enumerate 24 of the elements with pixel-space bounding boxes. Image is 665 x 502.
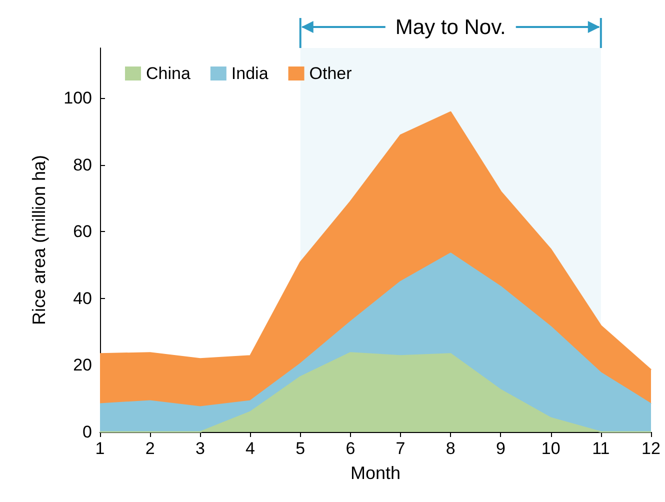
x-tick-label: 2 (145, 439, 155, 458)
x-tick-label: 12 (642, 439, 660, 458)
y-tick-label: 60 (73, 222, 92, 242)
x-tick-label: 5 (296, 439, 306, 458)
y-tick-label: 20 (73, 356, 92, 375)
x-tick-label: 6 (346, 439, 356, 458)
x-tick-label: 1 (95, 439, 105, 458)
legend-label: Other (309, 64, 352, 83)
y-tick-label: 80 (73, 155, 92, 174)
x-tick-label: 10 (541, 439, 560, 458)
x-tick-label: 3 (195, 439, 205, 458)
x-tick-label: 9 (496, 439, 506, 458)
x-tick-label: 11 (592, 439, 610, 458)
x-tick-label: 7 (396, 439, 406, 458)
x-tick-label: 8 (446, 439, 456, 458)
y-tick-label: 0 (82, 422, 92, 442)
legend-label: India (231, 64, 269, 83)
y-tick-label: 40 (73, 288, 92, 308)
legend-label: China (146, 64, 191, 83)
x-tick-label: 4 (246, 439, 256, 458)
x-axis-title: Month (350, 463, 401, 483)
band-label: May to Nov. (395, 16, 506, 39)
y-axis-title: Rice area (million ha) (29, 154, 49, 326)
y-tick-label: 100 (64, 88, 92, 108)
